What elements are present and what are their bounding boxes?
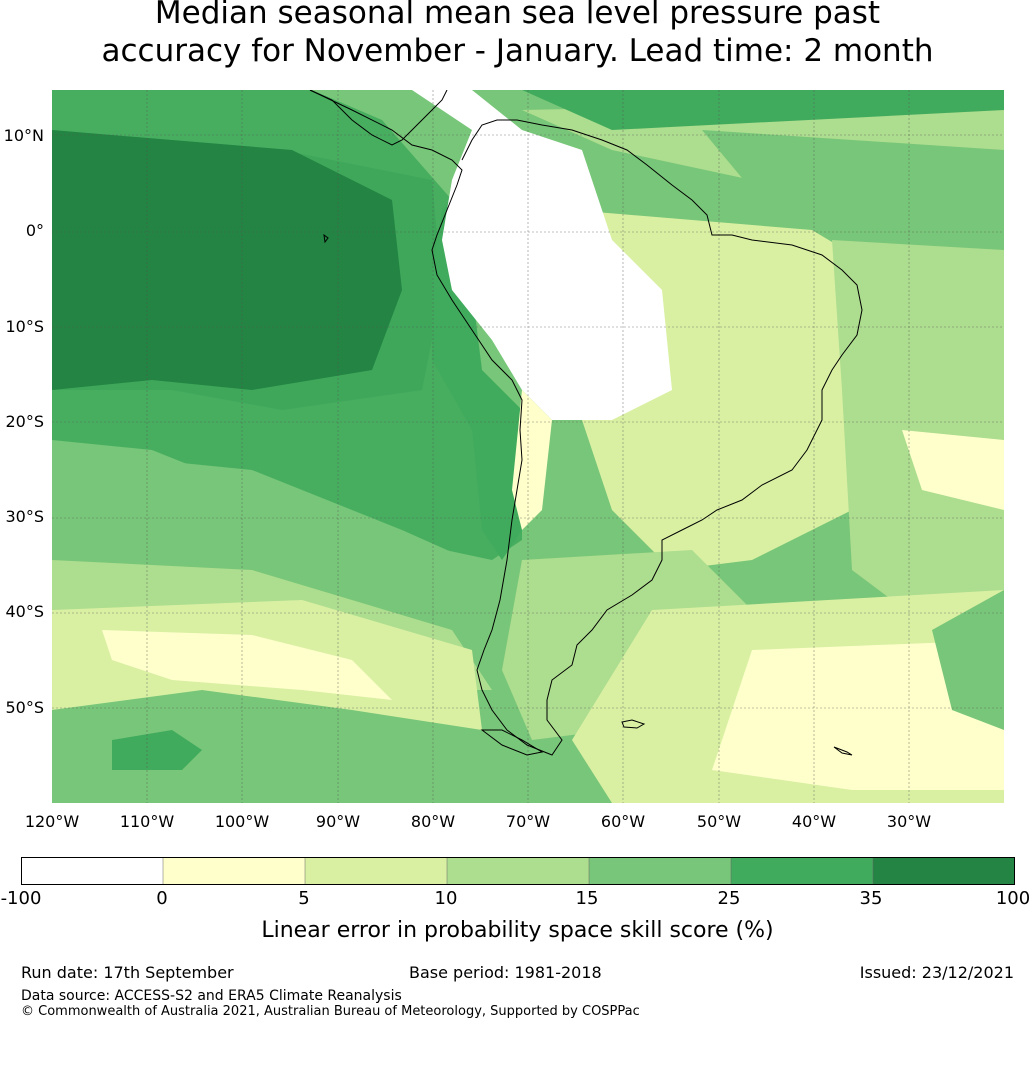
- colorbar-segments: [21, 857, 1015, 885]
- region-0-5-atlantic: [902, 430, 1004, 510]
- region-35-100-central-pacific: [52, 130, 402, 390]
- lon-label-90w: 90°W: [315, 812, 361, 831]
- lon-label-100w: 100°W: [214, 812, 270, 831]
- islands: [323, 233, 853, 756]
- region-25-35-southern-ocean: [112, 730, 202, 770]
- lon-label-110w: 110°W: [119, 812, 175, 831]
- colorbar-segment-0: [163, 857, 306, 885]
- lon-label-70w: 70°W: [505, 812, 551, 831]
- title-line-2: accuracy for November - January. Lead ti…: [101, 33, 934, 69]
- issued-date: Issued: 23/12/2021: [859, 963, 1014, 982]
- region-15-25-south-pacific: [52, 450, 492, 650]
- colorbar-segment-10: [447, 857, 590, 885]
- colorbar-tick-0: 0: [156, 888, 168, 909]
- colorbar-segment-5: [305, 857, 448, 885]
- colorbar-tick-neg100: -100: [0, 888, 42, 909]
- colorbar-segment-35: [873, 857, 1015, 885]
- colorbar-segment-15: [589, 857, 732, 885]
- region-25-35-caribbean: [522, 90, 1004, 130]
- run-date: Run date: 17th September: [21, 963, 234, 982]
- colorbar-segment-25: [731, 857, 874, 885]
- region-negative-tropical-land: [412, 90, 672, 420]
- colorbar-tick-100: 100: [995, 888, 1031, 909]
- region-15-25-atlantic-north: [702, 130, 1004, 250]
- tierra-del-fuego: [480, 729, 544, 756]
- region-0-5-south-atlantic: [712, 640, 1004, 790]
- lon-label-40w: 40°W: [791, 812, 837, 831]
- lat-label-10n: 10°N: [3, 126, 44, 145]
- lat-label-40s: 40°S: [5, 602, 44, 621]
- colorbar-segment--100: [21, 857, 164, 885]
- skill-score-map: [52, 90, 1004, 803]
- colorbar-tick-15: 15: [575, 888, 599, 909]
- base-period: Base period: 1981-2018: [409, 963, 602, 982]
- region-0-5-far-south: [102, 630, 392, 700]
- region-0-5-andes-strip: [512, 390, 552, 530]
- central-america-coastline: [309, 90, 448, 146]
- colorbar-tick-10: 10: [434, 888, 458, 909]
- lon-label-80w: 80°W: [410, 812, 456, 831]
- lat-label-10s: 10°S: [5, 317, 44, 336]
- copyright: © Commonwealth of Australia 2021, Austra…: [21, 1004, 640, 1019]
- galapagos: [323, 233, 329, 244]
- chart-title: Median seasonal mean sea level pressure …: [0, 0, 1035, 70]
- lat-label-20s: 20°S: [5, 412, 44, 431]
- lon-label-50w: 50°W: [696, 812, 742, 831]
- region-15-25-atlantic-sw: [932, 590, 1004, 730]
- lat-label-30s: 30°S: [5, 507, 44, 526]
- south-georgia: [833, 746, 853, 756]
- lon-label-60w: 60°W: [600, 812, 646, 831]
- graticule: [52, 90, 1004, 803]
- data-source: Data source: ACCESS-S2 and ERA5 Climate …: [21, 988, 402, 1004]
- colorbar: [21, 857, 1015, 885]
- lon-label-30w: 30°W: [886, 812, 932, 831]
- falkland-islands: [621, 719, 646, 729]
- colorbar-label: Linear error in probability space skill …: [261, 918, 774, 943]
- lat-label-0: 0°: [25, 221, 44, 240]
- south-america-coastline: [309, 90, 863, 756]
- title-line-1: Median seasonal mean sea level pressure …: [154, 0, 881, 31]
- colorbar-outline: [21, 857, 1015, 885]
- colorbar-tick-25: 25: [717, 888, 741, 909]
- lat-label-50s: 50°S: [5, 698, 44, 717]
- colorbar-tick-5: 5: [298, 888, 310, 909]
- lon-label-120w: 120°W: [24, 812, 80, 831]
- colorbar-tick-35: 35: [859, 888, 883, 909]
